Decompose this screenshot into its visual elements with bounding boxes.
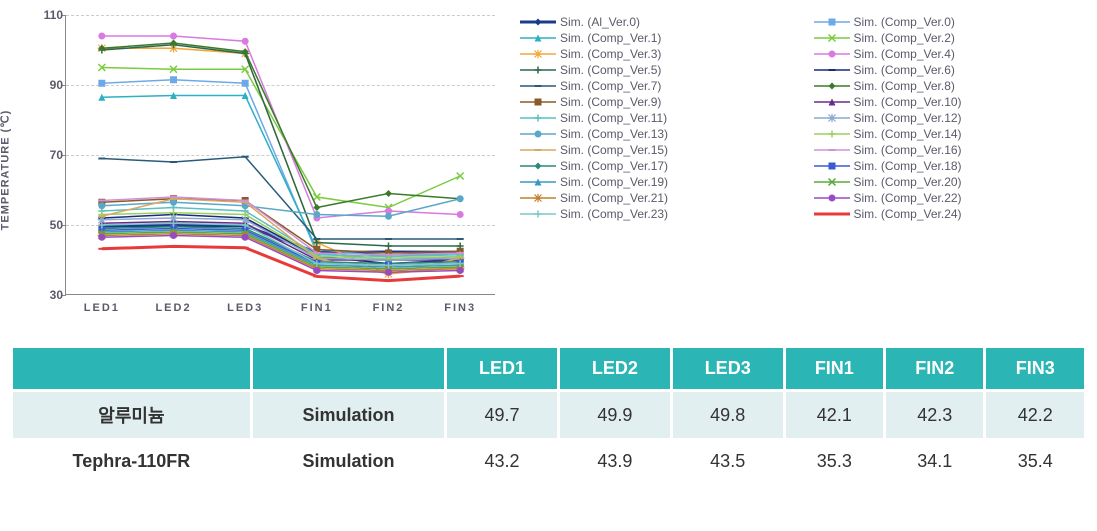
table-cell: 49.8 (673, 392, 783, 438)
legend-item: Sim. (Comp_Ver.19) (520, 175, 794, 189)
table-header-cell: LED2 (560, 348, 670, 389)
legend-label: Sim. (Comp_Ver.24) (854, 207, 962, 221)
legend-label: Sim. (Comp_Ver.17) (560, 159, 668, 173)
data-table-section: LED1LED2LED3FIN1FIN2FIN3알루미늄Simulation49… (10, 345, 1087, 485)
table-header-cell (13, 348, 250, 389)
y-tick-label: 90 (35, 78, 63, 92)
legend-label: Sim. (Comp_Ver.23) (560, 207, 668, 221)
legend-item: Sim. (Comp_Ver.16) (814, 143, 1088, 157)
legend-label: Sim. (Comp_Ver.8) (854, 79, 955, 93)
legend-label: Sim. (Comp_Ver.9) (560, 95, 661, 109)
table-cell: 49.7 (447, 392, 557, 438)
top-section: TEMPERATURE (℃) LED1LED2LED3FIN1FIN2FIN3… (10, 10, 1087, 330)
y-axis-label: TEMPERATURE (℃) (0, 110, 12, 231)
legend-label: Sim. (Comp_Ver.15) (560, 143, 668, 157)
legend-item: Sim. (Al_Ver.0) (520, 15, 794, 29)
legend-item: Sim. (Comp_Ver.14) (814, 127, 1088, 141)
legend-item: Sim. (Comp_Ver.24) (814, 207, 1088, 221)
table-cell: 35.4 (986, 441, 1084, 482)
legend-item: Sim. (Comp_Ver.0) (814, 15, 1088, 29)
table-header-cell: LED1 (447, 348, 557, 389)
table-cell: 43.2 (447, 441, 557, 482)
table-cell: Simulation (253, 441, 444, 482)
legend-label: Sim. (Comp_Ver.1) (560, 31, 661, 45)
table-cell: 35.3 (786, 441, 883, 482)
y-tick-label: 50 (35, 218, 63, 232)
legend-label: Sim. (Comp_Ver.18) (854, 159, 962, 173)
legend-item: Sim. (Comp_Ver.11) (520, 111, 794, 125)
legend-label: Sim. (Comp_Ver.0) (854, 15, 955, 29)
legend-label: Sim. (Comp_Ver.12) (854, 111, 962, 125)
x-tick-label: LED2 (155, 302, 191, 314)
table-header-cell: LED3 (673, 348, 783, 389)
legend-item: Sim. (Comp_Ver.20) (814, 175, 1088, 189)
legend-item: Sim. (Comp_Ver.3) (520, 47, 794, 61)
legend-label: Sim. (Al_Ver.0) (560, 15, 640, 29)
table-cell: 49.9 (560, 392, 670, 438)
table-cell: 43.9 (560, 441, 670, 482)
plot-area: LED1LED2LED3FIN1FIN2FIN3 (65, 15, 495, 295)
legend-item: Sim. (Comp_Ver.10) (814, 95, 1088, 109)
legend-label: Sim. (Comp_Ver.6) (854, 63, 955, 77)
legend-item: Sim. (Comp_Ver.2) (814, 31, 1088, 45)
legend-label: Sim. (Comp_Ver.22) (854, 191, 962, 205)
legend-item: Sim. (Comp_Ver.17) (520, 159, 794, 173)
table-cell: Tephra-110FR (13, 441, 250, 482)
legend-item: Sim. (Comp_Ver.18) (814, 159, 1088, 173)
legend-item: Sim. (Comp_Ver.15) (520, 143, 794, 157)
x-tick-label: LED3 (227, 302, 263, 314)
table-cell: 42.2 (986, 392, 1084, 438)
legend-item: Sim. (Comp_Ver.13) (520, 127, 794, 141)
table-header-cell: FIN3 (986, 348, 1084, 389)
legend-label: Sim. (Comp_Ver.21) (560, 191, 668, 205)
legend-label: Sim. (Comp_Ver.7) (560, 79, 661, 93)
legend-label: Sim. (Comp_Ver.3) (560, 47, 661, 61)
legend-item: Sim. (Comp_Ver.4) (814, 47, 1088, 61)
table-cell: Simulation (253, 392, 444, 438)
y-tick-label: 30 (35, 288, 63, 302)
x-tick-label: FIN3 (444, 302, 476, 314)
legend-item: Sim. (Comp_Ver.9) (520, 95, 794, 109)
table-cell: 알루미늄 (13, 392, 250, 438)
y-tick-label: 110 (35, 8, 63, 22)
legend-label: Sim. (Comp_Ver.4) (854, 47, 955, 61)
table-cell: 42.3 (886, 392, 983, 438)
x-tick-label: FIN1 (301, 302, 333, 314)
legend-label: Sim. (Comp_Ver.2) (854, 31, 955, 45)
x-tick-label: LED1 (84, 302, 120, 314)
legend-item: Sim. (Comp_Ver.5) (520, 63, 794, 77)
table-row: Tephra-110FRSimulation43.243.943.535.334… (13, 441, 1084, 482)
table-header-cell (253, 348, 444, 389)
data-table: LED1LED2LED3FIN1FIN2FIN3알루미늄Simulation49… (10, 345, 1087, 485)
table-row: 알루미늄Simulation49.749.949.842.142.342.2 (13, 392, 1084, 438)
legend-label: Sim. (Comp_Ver.10) (854, 95, 962, 109)
legend-label: Sim. (Comp_Ver.20) (854, 175, 962, 189)
legend-label: Sim. (Comp_Ver.5) (560, 63, 661, 77)
table-cell: 42.1 (786, 392, 883, 438)
legend-item: Sim. (Comp_Ver.7) (520, 79, 794, 93)
table-header-cell: FIN1 (786, 348, 883, 389)
legend-item: Sim. (Comp_Ver.8) (814, 79, 1088, 93)
legend-label: Sim. (Comp_Ver.13) (560, 127, 668, 141)
chart-legend: Sim. (Al_Ver.0) Sim. (Comp_Ver.0) Sim. (Co… (520, 10, 1087, 330)
table-cell: 34.1 (886, 441, 983, 482)
table-header-cell: FIN2 (886, 348, 983, 389)
y-tick-label: 70 (35, 148, 63, 162)
line-chart: TEMPERATURE (℃) LED1LED2LED3FIN1FIN2FIN3… (10, 10, 510, 330)
x-tick-label: FIN2 (373, 302, 405, 314)
legend-label: Sim. (Comp_Ver.11) (560, 111, 667, 125)
legend-label: Sim. (Comp_Ver.19) (560, 175, 668, 189)
table-cell: 43.5 (673, 441, 783, 482)
legend-item: Sim. (Comp_Ver.22) (814, 191, 1088, 205)
legend-label: Sim. (Comp_Ver.14) (854, 127, 962, 141)
legend-item: Sim. (Comp_Ver.12) (814, 111, 1088, 125)
legend-item: Sim. (Comp_Ver.21) (520, 191, 794, 205)
legend-item: Sim. (Comp_Ver.23) (520, 207, 794, 221)
legend-item: Sim. (Comp_Ver.1) (520, 31, 794, 45)
legend-label: Sim. (Comp_Ver.16) (854, 143, 962, 157)
legend-item: Sim. (Comp_Ver.6) (814, 63, 1088, 77)
